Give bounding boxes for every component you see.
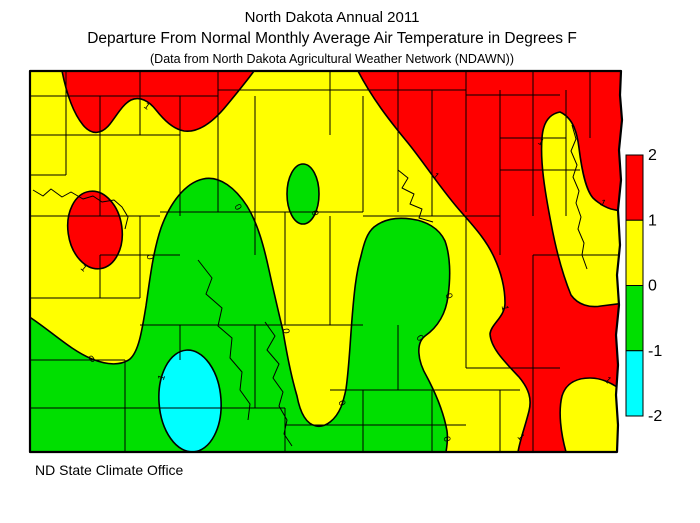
credit-text: ND State Climate Office [35, 462, 183, 478]
colorbar-segment [626, 351, 643, 416]
map-fill-layers [28, 69, 625, 454]
colorbar-segment [626, 220, 643, 285]
climate-map-page: North Dakota Annual 2011 Departure From … [0, 0, 700, 523]
colorbar-segment [626, 155, 643, 220]
colorbar [626, 155, 643, 416]
contour-label: 0 [280, 328, 291, 334]
colorbar-tick: 2 [648, 147, 657, 164]
fill-yellow-southeast-pocket [560, 378, 625, 452]
colorbar-tick: -1 [648, 343, 662, 360]
colorbar-tick: 0 [648, 278, 657, 295]
colorbar-tick: -2 [648, 408, 662, 425]
colorbar-segment [626, 286, 643, 351]
nd-contour-map: 11000000000111111-1 210-1-2 [0, 0, 700, 523]
colorbar-tick: 1 [648, 212, 657, 229]
colorbar-tick-labels: 2 1 0 -1 -2 [648, 147, 662, 425]
